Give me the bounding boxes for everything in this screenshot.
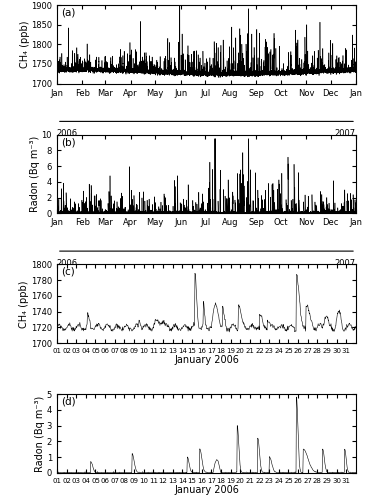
Text: (b): (b): [61, 137, 76, 147]
Text: (a): (a): [61, 8, 76, 18]
Text: (c): (c): [61, 267, 75, 277]
Text: (d): (d): [61, 396, 76, 406]
Text: 2006: 2006: [57, 129, 78, 138]
Y-axis label: Radon (Bq m⁻³): Radon (Bq m⁻³): [30, 136, 40, 212]
X-axis label: January 2006: January 2006: [174, 355, 239, 365]
Text: 2006: 2006: [57, 259, 78, 268]
Text: 2007: 2007: [335, 129, 356, 138]
Y-axis label: CH₄ (ppb): CH₄ (ppb): [19, 21, 29, 68]
Y-axis label: Radon (Bq m⁻³): Radon (Bq m⁻³): [35, 395, 45, 472]
Text: 2007: 2007: [335, 259, 356, 268]
X-axis label: January 2006: January 2006: [174, 485, 239, 495]
Y-axis label: CH₄ (ppb): CH₄ (ppb): [19, 280, 29, 327]
